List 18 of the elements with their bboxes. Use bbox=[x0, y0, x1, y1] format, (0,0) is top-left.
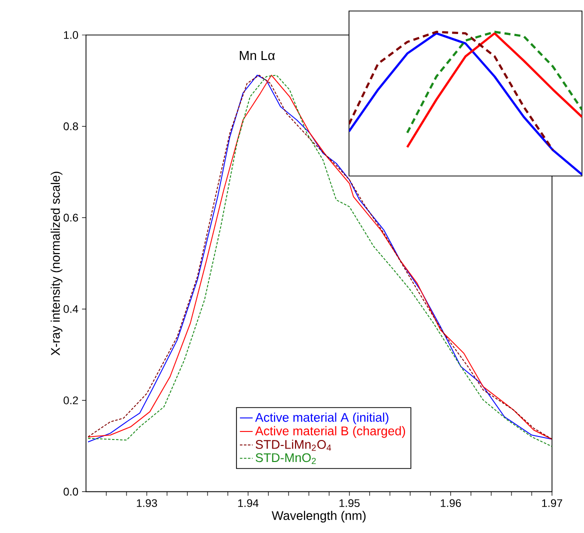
y-tick-label: 0.8 bbox=[64, 122, 78, 130]
x-tick-label: 1.93 bbox=[136, 499, 158, 508]
annotation: Mn Lα bbox=[240, 51, 275, 60]
x-tick-label: 1.94 bbox=[238, 499, 258, 508]
y-tick-label: 0.2 bbox=[64, 396, 78, 404]
y-tick-label: 1.0 bbox=[64, 31, 78, 39]
y-tick-label: 0.4 bbox=[64, 305, 78, 313]
x-axis-title: Wavelength (nm) bbox=[272, 510, 366, 522]
y-tick-label: 0.0 bbox=[64, 488, 78, 496]
x-tick-label: 1.95 bbox=[340, 499, 360, 508]
y-tick-label: 0.6 bbox=[64, 214, 78, 222]
y-axis-title: X-ray intensity (normalized scale) bbox=[50, 172, 62, 356]
legend-label: Active material B (charged) bbox=[255, 426, 406, 438]
legend-label: Active material A (initial) bbox=[255, 412, 388, 424]
legend-label: STD-MnO$_{2}$ bbox=[256, 453, 316, 464]
legend-label: STD-LiMn$_{2}$O$_{4}$ bbox=[256, 440, 332, 451]
x-tick-label: 1.97 bbox=[542, 499, 562, 508]
x-tick-label: 1.96 bbox=[440, 499, 461, 508]
